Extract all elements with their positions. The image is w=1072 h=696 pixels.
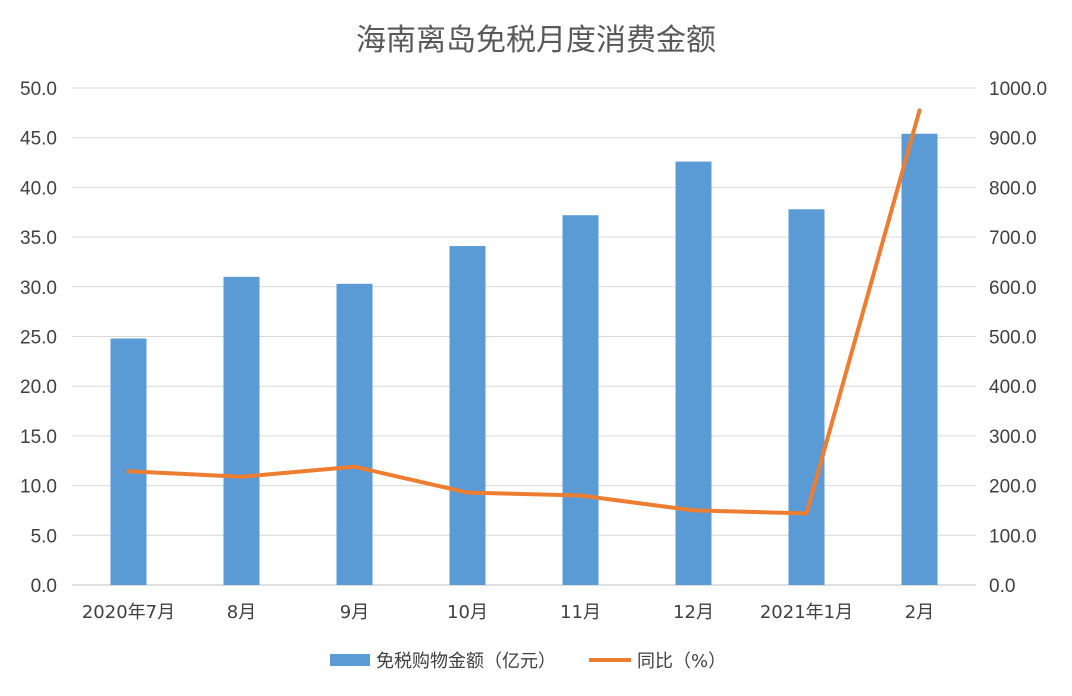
bar	[901, 133, 938, 585]
right-tick-label: 400.0	[989, 377, 1037, 398]
right-tick-label: 200.0	[989, 477, 1037, 498]
bar-series	[110, 133, 938, 585]
line-series	[126, 108, 922, 516]
x-tick-label: 2020年7月	[82, 602, 175, 623]
line-path	[126, 108, 922, 516]
left-tick-label: 10.0	[20, 477, 57, 498]
bar	[336, 283, 373, 585]
bar	[449, 246, 486, 585]
right-tick-label: 900.0	[989, 129, 1037, 150]
bar	[788, 209, 825, 585]
legend: 免税购物金额（亿元） 同比（%）	[330, 651, 726, 672]
right-tick-label: 800.0	[989, 178, 1037, 199]
legend-swatch-bar	[330, 654, 370, 666]
right-tick-label: 100.0	[989, 526, 1037, 547]
legend-label-line: 同比（%）	[637, 651, 726, 672]
x-tick-label: 11月	[560, 602, 601, 623]
gridlines	[72, 87, 976, 586]
left-tick-label: 20.0	[20, 377, 57, 398]
left-tick-label: 50.0	[20, 79, 57, 100]
bar	[562, 215, 599, 585]
left-tick-label: 35.0	[20, 228, 57, 249]
right-tick-label: 500.0	[989, 328, 1037, 349]
bar	[223, 276, 260, 585]
right-tick-label: 0.0	[989, 576, 1015, 597]
left-tick-label: 30.0	[20, 278, 57, 299]
x-tick-label: 10月	[447, 602, 488, 623]
bar	[110, 338, 147, 585]
x-tick-label: 12月	[673, 602, 714, 623]
left-tick-label: 0.0	[31, 576, 57, 597]
left-tick-label: 45.0	[20, 129, 57, 150]
x-axis-ticks: 2020年7月 8月 9月 10月 11月 12月 2021年1月 2月	[82, 602, 934, 623]
right-tick-label: 300.0	[989, 427, 1037, 448]
left-axis-ticks: 0.0 5.0 10.0 15.0 20.0 25.0 30.0 35.0 40.0 45.0 50…	[20, 79, 57, 597]
x-tick-label: 2021年1月	[760, 602, 853, 623]
right-axis-ticks: 0.0 100.0 200.0 300.0 400.0 500.0 600.0 700.0 80…	[989, 79, 1047, 597]
left-tick-label: 15.0	[20, 427, 57, 448]
left-tick-label: 25.0	[20, 328, 57, 349]
right-tick-label: 1000.0	[989, 79, 1047, 100]
left-tick-label: 40.0	[20, 178, 57, 199]
x-tick-label: 9月	[340, 602, 369, 623]
chart-title: 海南离岛免税月度消费金额	[356, 23, 716, 58]
bar	[675, 161, 712, 585]
right-tick-label: 600.0	[989, 278, 1037, 299]
right-tick-label: 700.0	[989, 228, 1037, 249]
left-tick-label: 5.0	[31, 526, 57, 547]
x-tick-label: 2月	[905, 602, 934, 623]
x-tick-label: 8月	[227, 602, 256, 623]
legend-label-bar: 免税购物金额（亿元）	[376, 651, 556, 672]
